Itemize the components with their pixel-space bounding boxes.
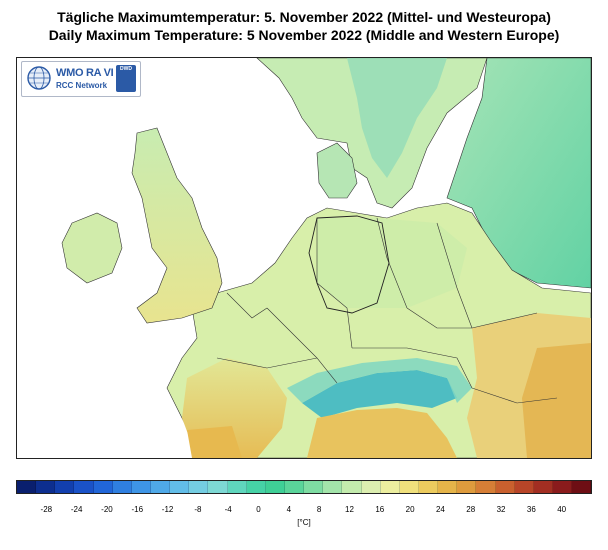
color-scale-tick-label: -8 (194, 505, 202, 514)
color-scale-segment (552, 481, 573, 493)
title-german: Tägliche Maximumtemperatur: 5. November … (57, 9, 551, 25)
color-scale-segment (36, 481, 56, 493)
color-scale-segment (131, 481, 151, 493)
temperature-map (16, 57, 592, 459)
logo-wmo-text: WMO RA VI (56, 67, 114, 79)
balkans-hot-area (522, 343, 591, 458)
color-scale-segment (265, 481, 285, 493)
alps-region (302, 370, 457, 418)
color-scale-tick-label: -4 (224, 505, 232, 514)
color-scale-tick-label: 24 (435, 505, 445, 514)
alps-prealps-area (287, 358, 472, 403)
color-scale-tick-label: 32 (496, 505, 506, 514)
color-scale-segment (380, 481, 400, 493)
color-scale-segment (438, 481, 458, 493)
color-scale-tick-label: 36 (526, 505, 536, 514)
color-scale-segment (150, 481, 171, 493)
wmo-globe-icon (27, 66, 51, 90)
color-scale-segment (514, 481, 534, 493)
color-scale-tick-label: 12 (345, 505, 354, 514)
central-europe-area (317, 218, 467, 308)
color-scale-segment (495, 481, 515, 493)
color-scale-segment (572, 481, 592, 493)
color-scale-segment (361, 481, 381, 493)
color-scale-segment (189, 481, 209, 493)
color-scale-tick-label: 4 (286, 505, 292, 514)
color-scale-segment (112, 481, 132, 493)
color-scale-segment (17, 481, 37, 493)
color-scale-tick-label: 16 (375, 505, 385, 514)
color-scale-segment (342, 481, 362, 493)
color-scale-bar (16, 480, 592, 494)
color-scale-tick-label: 28 (466, 505, 476, 514)
color-scale-tick-label: 0 (256, 505, 261, 514)
color-scale-segment (457, 481, 477, 493)
color-scale-segment (323, 481, 343, 493)
italy-region (307, 408, 457, 458)
great-britain (131, 127, 223, 324)
germany-border (308, 215, 390, 314)
color-scale-tick-label: 20 (405, 505, 415, 514)
color-scale-segment (55, 481, 75, 493)
color-scale-segment (418, 481, 439, 493)
color-scale-tick-label: 8 (316, 505, 322, 514)
scandinavia-cool-area (347, 58, 447, 178)
color-scale-segment (246, 481, 266, 493)
color-scale-segment (284, 481, 305, 493)
color-scale-segment (399, 481, 419, 493)
ireland (61, 212, 123, 284)
color-scale-segment (476, 481, 496, 493)
unit-label: [°C] (297, 518, 311, 527)
denmark-region (316, 142, 358, 199)
iberia-corner (187, 426, 242, 458)
color-scale-segment (227, 481, 247, 493)
color-scale-ticks: -28 -24 -20 -16 -12 -8 -4 0 4 8 12 16 20 24 28 32 36 40 (16, 505, 592, 517)
color-scale-tick-label: -24 (70, 505, 83, 514)
color-scale-segment (170, 481, 190, 493)
northeast-region (446, 58, 591, 289)
color-scale-tick-label: -28 (40, 505, 53, 514)
color-scale-segment (533, 481, 553, 493)
color-scale-segment (93, 481, 113, 493)
title-english: Daily Maximum Temperature: 5 November 20… (48, 27, 560, 43)
color-scale-tick-label: -12 (161, 505, 174, 514)
color-scale-tick-label: 40 (557, 505, 567, 514)
dwd-logo-text: DWD (120, 66, 132, 72)
logo-rcc-text: RCC Network (56, 81, 108, 90)
wmo-rcc-logo: WMO RA VI RCC Network DWD (21, 61, 141, 97)
color-scale-tick-label: -20 (101, 505, 113, 514)
color-scale-segment (74, 481, 94, 493)
color-scale-segment (208, 481, 228, 493)
dwd-logo: DWD (116, 65, 136, 92)
color-scale-tick-label: -16 (131, 505, 144, 514)
color-scale-segment (304, 481, 324, 493)
country-borders (216, 217, 558, 404)
